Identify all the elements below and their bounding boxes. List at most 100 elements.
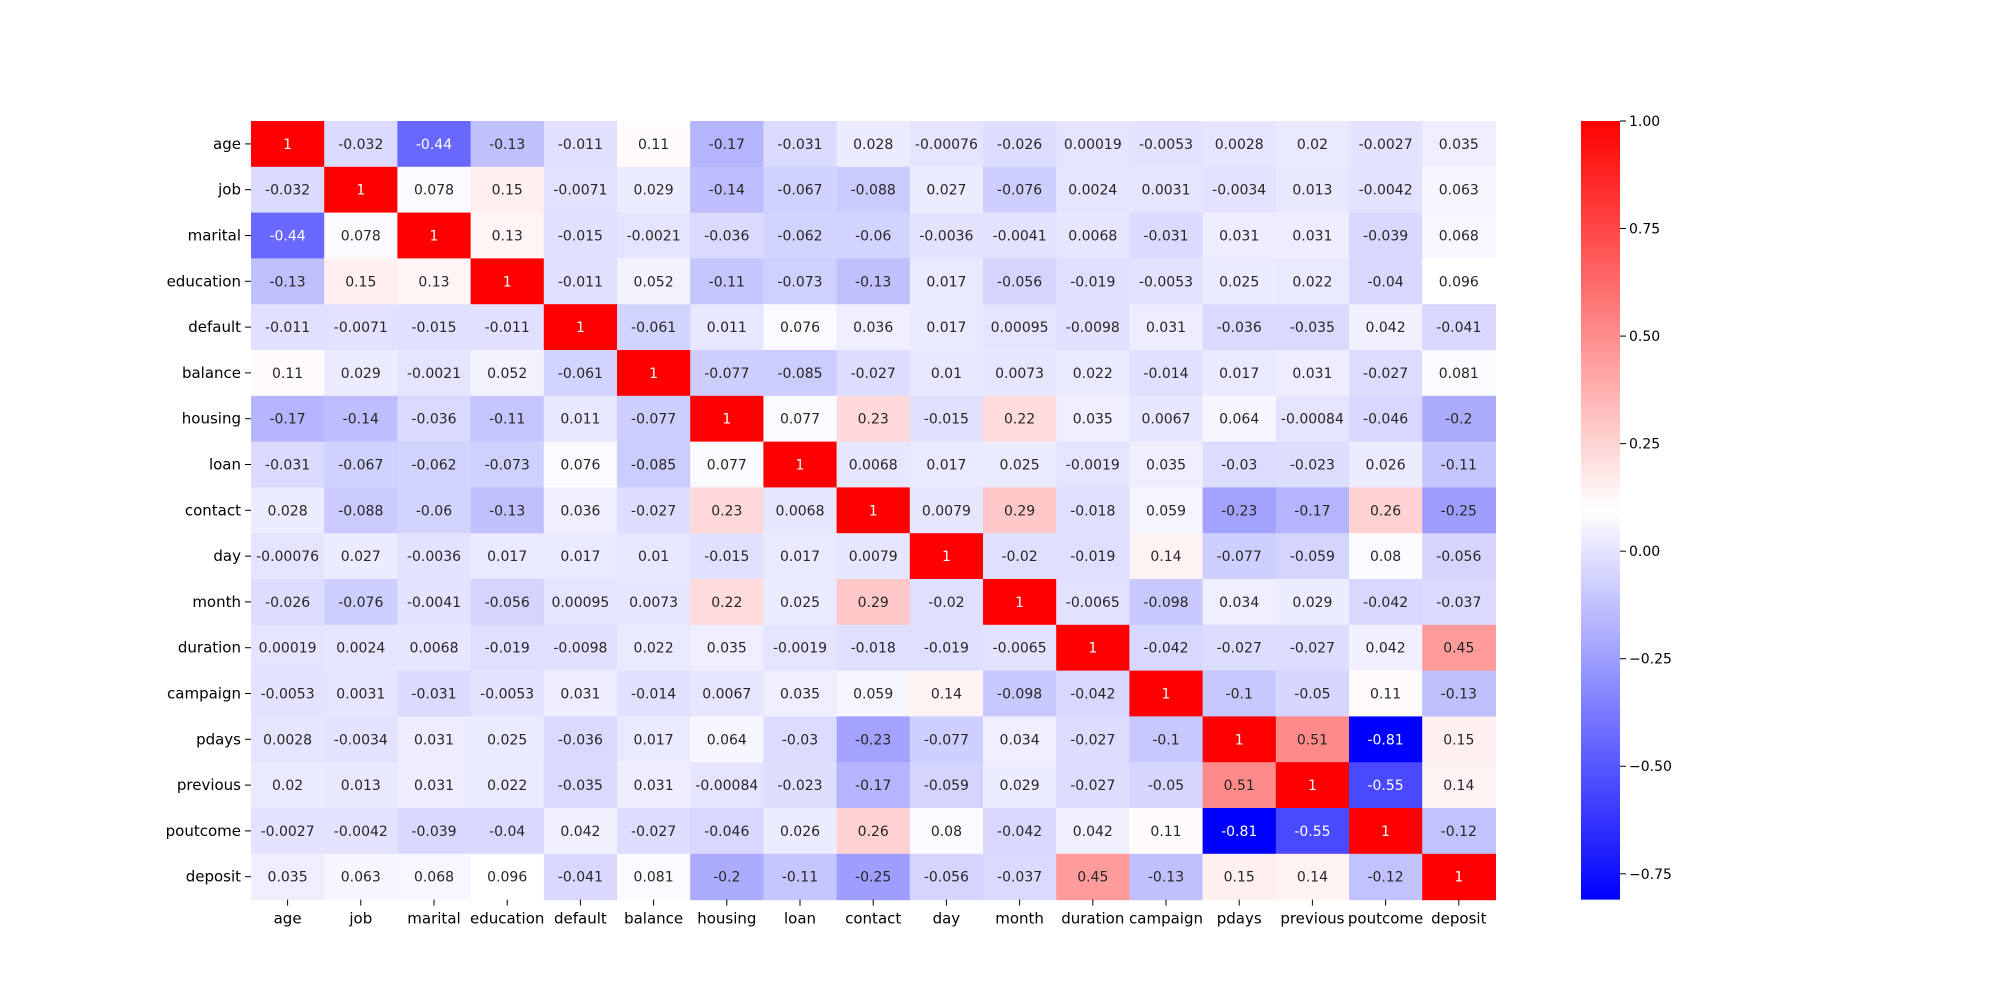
heatmap-cell: [617, 441, 691, 488]
heatmap-cell: [1422, 304, 1496, 351]
heatmap-cell: [1202, 579, 1277, 626]
cell-value-label: -0.02: [928, 595, 964, 611]
cell-value-label: 0.076: [780, 320, 820, 336]
cell-value-label: -0.036: [411, 412, 456, 428]
cell-value-label: -0.077: [924, 732, 969, 748]
cell-value-label: -0.13: [269, 274, 305, 290]
heatmap-cell: [397, 716, 472, 763]
heatmap-cell: [617, 121, 691, 168]
heatmap-cell: [1349, 166, 1423, 214]
heatmap-cell: [1129, 533, 1204, 580]
cell-value-label: -0.0021: [627, 229, 681, 245]
heatmap-cell: [836, 716, 911, 763]
heatmap-cell: [1275, 716, 1350, 763]
cell-value-label: 0.035: [268, 870, 308, 886]
cell-value-label: 0.034: [1219, 595, 1259, 611]
heatmap-cell: [1349, 350, 1423, 397]
heatmap-cell: [1275, 304, 1350, 351]
cell-value-label: 1: [722, 412, 731, 428]
heatmap-cell: [397, 350, 472, 397]
heatmap-cell: [1422, 670, 1496, 717]
cell-value-label: -0.056: [1436, 549, 1481, 565]
cell-value-label: -0.073: [485, 458, 530, 474]
heatmap-cell: [251, 853, 325, 901]
heatmap-cell: [324, 395, 398, 443]
heatmap-cell: [1056, 853, 1130, 901]
heatmap-cell: [1202, 304, 1277, 351]
heatmap-cell: [1129, 395, 1204, 443]
cell-value-label: 0.035: [707, 641, 747, 657]
heatmap-cell: [836, 350, 911, 397]
heatmap-cell: [470, 258, 545, 305]
heatmap-cell: [470, 533, 545, 580]
cell-value-label: -0.032: [338, 137, 383, 153]
cell-value-label: -0.00084: [695, 778, 758, 794]
heatmap-cell: [251, 166, 325, 214]
cell-value-label: 1: [503, 274, 512, 290]
heatmap-cell: [1129, 716, 1204, 763]
heatmap-cell: [470, 624, 545, 672]
heatmap-cell: [1275, 212, 1350, 259]
cell-value-label: 0.078: [341, 229, 381, 245]
heatmap-cell: [470, 487, 545, 534]
heatmap-cell: [470, 441, 545, 488]
cell-value-label: -0.026: [265, 595, 310, 611]
cell-value-label: -0.015: [558, 229, 603, 245]
heatmap-cell: [1422, 487, 1496, 534]
heatmap-cell: [1422, 121, 1496, 168]
heatmap-cell: [470, 350, 545, 397]
cell-value-label: -0.056: [485, 595, 530, 611]
heatmap-cell: [470, 121, 545, 168]
heatmap-cell: [983, 487, 1057, 534]
heatmap-cell: [251, 258, 325, 305]
cell-value-label: -0.042: [997, 824, 1042, 840]
heatmap-cell: [397, 395, 472, 443]
cell-value-label: -0.0053: [1139, 137, 1193, 153]
heatmap-cell: [324, 304, 398, 351]
cell-value-label: 0.026: [780, 824, 820, 840]
heatmap-cell: [1349, 258, 1423, 305]
cell-value-label: 0.017: [560, 549, 600, 565]
cell-value-label: 0.035: [780, 687, 820, 703]
y-tick-label: balance: [182, 364, 241, 382]
cell-value-label: -0.11: [782, 870, 818, 886]
cell-value-label: 0.0031: [1142, 183, 1191, 199]
heatmap-cell: [983, 579, 1057, 626]
heatmap-cell: [1422, 212, 1496, 259]
cell-value-label: -0.027: [631, 824, 676, 840]
heatmap-cell: [324, 624, 398, 672]
cell-value-label: 0.0079: [849, 549, 898, 565]
cell-value-label: 0.025: [487, 732, 527, 748]
cell-value-label: 0.02: [1297, 137, 1328, 153]
cell-value-label: 0.0031: [336, 687, 385, 703]
cell-value-label: -0.037: [997, 870, 1042, 886]
heatmap-cell: [909, 441, 984, 488]
heatmap-cell: [983, 533, 1057, 580]
heatmap-cell: [1056, 624, 1130, 672]
cell-value-label: -0.067: [777, 183, 822, 199]
cell-value-label: 0.027: [926, 183, 966, 199]
colorbar-tick-label: −0.50: [1629, 759, 1672, 775]
cell-value-label: 0.068: [1439, 229, 1479, 245]
cell-value-label: -0.17: [269, 412, 305, 428]
heatmap-cell: [1349, 716, 1423, 763]
cell-value-label: -0.032: [265, 183, 310, 199]
heatmap-cell: [690, 762, 764, 809]
cell-value-label: -0.011: [558, 274, 603, 290]
x-tick-label: job: [348, 910, 372, 928]
cell-value-label: -0.17: [855, 778, 891, 794]
cell-value-label: 0.0068: [1068, 229, 1117, 245]
cell-value-label: -0.23: [855, 732, 891, 748]
heatmap-cell: [763, 395, 838, 443]
heatmap-cell: [1349, 395, 1423, 443]
cell-value-label: -0.014: [1143, 366, 1188, 382]
cell-value-label: 0.017: [926, 274, 966, 290]
cell-value-label: 0.031: [634, 778, 674, 794]
heatmap-cell: [1202, 441, 1277, 488]
cell-value-label: 0.022: [634, 641, 674, 657]
heatmap-cell: [397, 808, 472, 855]
heatmap-cell: [1202, 166, 1277, 214]
cell-value-label: 0.077: [780, 412, 820, 428]
cell-value-label: -0.018: [1070, 503, 1115, 519]
cell-value-label: 0.51: [1224, 778, 1255, 794]
